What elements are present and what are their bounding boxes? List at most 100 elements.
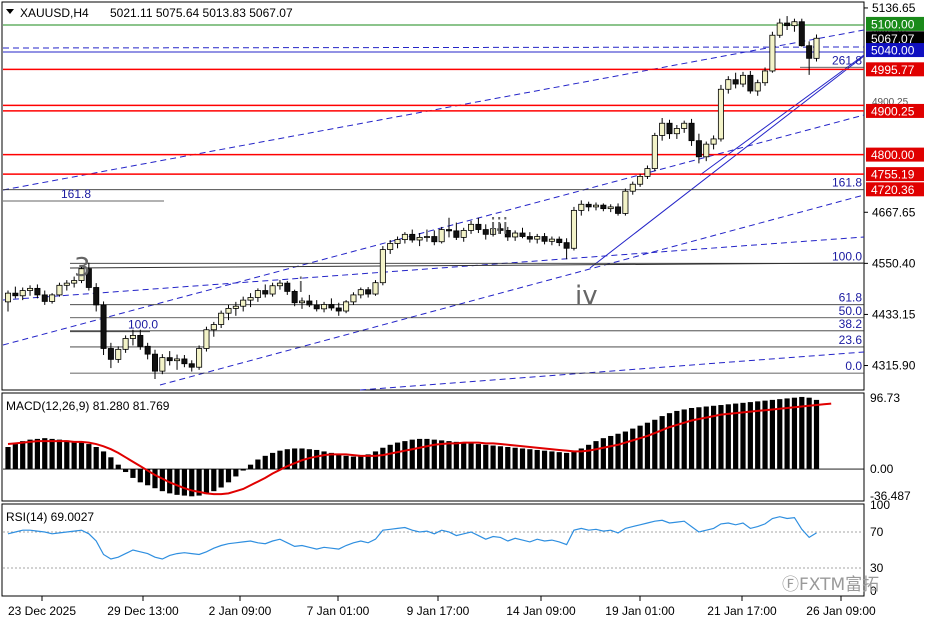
price-tick-label-0: 5136.65 <box>872 1 916 15</box>
trend-line-3 <box>159 194 865 386</box>
macd-bar-79 <box>586 444 592 470</box>
macd-bar-90 <box>666 413 673 470</box>
macd-bar-55 <box>409 439 415 470</box>
macd-bar-107 <box>791 397 798 470</box>
candle-body-77 <box>570 209 577 249</box>
trend-line-7 <box>589 55 865 269</box>
macd-plot <box>3 396 864 497</box>
macd-bar-5 <box>42 438 48 470</box>
symbol-menu-icon[interactable] <box>6 9 14 14</box>
macd-bar-72 <box>534 449 540 470</box>
candle-body-46 <box>343 301 350 312</box>
candle-body-67 <box>497 228 504 231</box>
candle-body-28 <box>210 324 217 331</box>
macd-bar-43 <box>321 451 327 470</box>
fib-label-4: 61.8 <box>839 291 863 305</box>
macd-bar-63 <box>468 443 474 470</box>
rsi-tick-label-2: 30 <box>870 561 884 575</box>
candle-body-52 <box>387 243 394 250</box>
macd-bar-16 <box>123 469 129 473</box>
symbol-label[interactable]: XAUUSD,H4 <box>20 6 89 20</box>
macd-bar-105 <box>777 399 783 470</box>
time-label-1: 29 Dec 13:00 <box>107 604 179 618</box>
fib-label-2: 161.8 <box>61 187 91 201</box>
candle-body-14 <box>107 348 114 360</box>
red-levels <box>3 68 864 175</box>
price-tag-label-0: 5100.00 <box>871 17 915 31</box>
candle-body-43 <box>321 304 328 310</box>
macd-bar-108 <box>799 396 805 470</box>
macd-bar-31 <box>233 469 239 477</box>
macd-bar-6 <box>49 438 55 470</box>
macd-bar-9 <box>71 441 77 470</box>
candle-body-21 <box>159 357 166 372</box>
macd-bar-60 <box>446 441 452 470</box>
macd-bar-24 <box>181 469 187 496</box>
candle-body-59 <box>438 229 445 243</box>
macd-bar-67 <box>497 446 504 470</box>
macd-bar-59 <box>439 440 445 470</box>
macd-bar-77 <box>571 451 577 470</box>
trend-line-2 <box>2 236 865 301</box>
candle-body-64 <box>475 223 482 230</box>
macd-bar-40 <box>299 448 305 470</box>
fib-label-8: 0.0 <box>845 359 862 373</box>
price-tag-bg-6 <box>866 167 924 182</box>
candle-body-33 <box>247 297 254 301</box>
macd-bar-42 <box>314 449 320 470</box>
candle-body-10 <box>78 268 85 281</box>
candle-body-7 <box>56 284 63 296</box>
macd-bar-86 <box>637 425 643 470</box>
macd-bar-49 <box>365 454 371 470</box>
candle-body-36 <box>269 285 276 295</box>
candle-body-70 <box>519 232 526 237</box>
candle-body-54 <box>401 233 408 240</box>
candle-body-42 <box>313 304 320 310</box>
candle-body-93 <box>688 122 695 142</box>
price-tag-bg-0 <box>866 16 924 31</box>
macd-bar-69 <box>512 447 518 470</box>
rsi-tick-label-0: 100 <box>870 498 890 512</box>
candle-body-17 <box>129 335 136 339</box>
candle-body-24 <box>181 358 188 365</box>
macd-bar-65 <box>483 444 489 470</box>
macd-bar-12 <box>93 447 99 470</box>
candle-body-55 <box>409 233 416 241</box>
macd-bar-27 <box>203 469 210 495</box>
candle-body-79 <box>585 203 592 208</box>
candle-body-109 <box>806 45 813 59</box>
candle-body-92 <box>681 122 688 129</box>
macd-bar-92 <box>681 409 687 470</box>
price-tag-label-7: 4720.36 <box>871 183 915 197</box>
candle-body-98 <box>725 79 732 90</box>
rsi-tick-label-1: 70 <box>870 525 884 539</box>
candle-body-34 <box>254 290 261 298</box>
macd-bar-39 <box>292 448 298 470</box>
macd-bar-2 <box>20 441 26 470</box>
candle-body-5 <box>41 294 48 302</box>
candle-body-48 <box>357 289 364 296</box>
trend-lines <box>2 24 865 391</box>
candle-body-106 <box>784 22 791 27</box>
candle-body-110 <box>813 37 820 59</box>
macd-bar-84 <box>622 431 628 470</box>
macd-bar-44 <box>328 452 334 470</box>
time-label-7: 21 Jan 17:00 <box>707 604 777 618</box>
candle-body-73 <box>541 236 548 242</box>
candle-body-12 <box>93 287 100 306</box>
time-label-0: 23 Dec 2025 <box>8 604 76 618</box>
candle-body-51 <box>379 249 386 284</box>
macd-bar-104 <box>769 399 775 470</box>
candle-body-85 <box>629 183 636 192</box>
candle-body-97 <box>717 88 724 140</box>
trend-line-8 <box>699 54 865 176</box>
candle-body-49 <box>365 289 372 295</box>
watermark-logo: ⒻFXTM富拓 <box>782 575 879 595</box>
macd-bar-98 <box>725 404 731 470</box>
candle-body-37 <box>276 282 283 287</box>
macd-bar-101 <box>747 402 753 470</box>
candle-body-68 <box>504 230 511 238</box>
price-tick-label-1: 4667.65 <box>872 205 916 219</box>
macd-bar-71 <box>527 449 533 470</box>
candle-body-22 <box>166 357 173 362</box>
